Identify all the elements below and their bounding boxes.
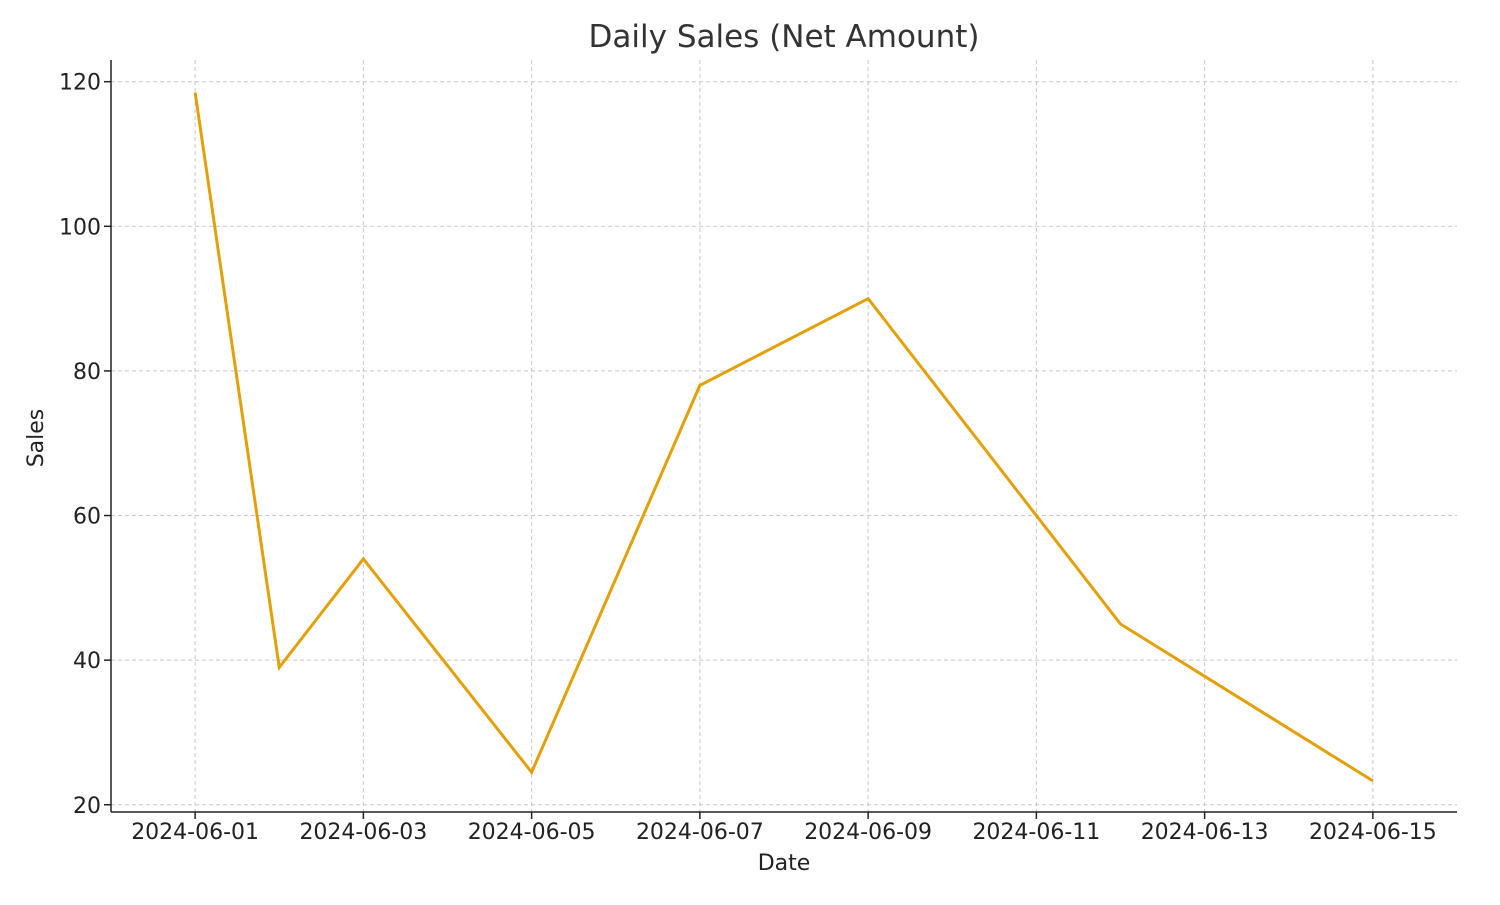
y-tick-label: 120	[59, 71, 101, 96]
grid-layer	[111, 60, 1457, 812]
y-tick-label: 80	[73, 360, 101, 385]
x-tick-label: 2024-06-01	[131, 820, 259, 845]
x-tick-label: 2024-06-09	[804, 820, 932, 845]
x-tick-label: 2024-06-07	[636, 820, 764, 845]
series-line-0	[195, 93, 1373, 781]
y-tick-label: 20	[73, 794, 101, 819]
x-tick-label: 2024-06-15	[1309, 820, 1437, 845]
x-tick-label: 2024-06-11	[972, 820, 1100, 845]
x-tick-label: 2024-06-05	[468, 820, 596, 845]
ticks-layer: 2024-06-01 2024-06-03 2024-06-05 2024-06-07…	[59, 71, 1437, 845]
y-tick-label: 60	[73, 505, 101, 530]
series-layer	[195, 93, 1373, 781]
x-axis-label: Date	[758, 851, 811, 876]
y-tick-label: 100	[59, 215, 101, 240]
x-tick-label: 2024-06-03	[299, 820, 427, 845]
x-tick-label: 2024-06-13	[1141, 820, 1269, 845]
y-tick-label: 40	[73, 649, 101, 674]
y-axis-label: Sales	[24, 409, 49, 468]
axes-layer	[111, 60, 1457, 812]
chart-title: Daily Sales (Net Amount)	[589, 19, 980, 55]
